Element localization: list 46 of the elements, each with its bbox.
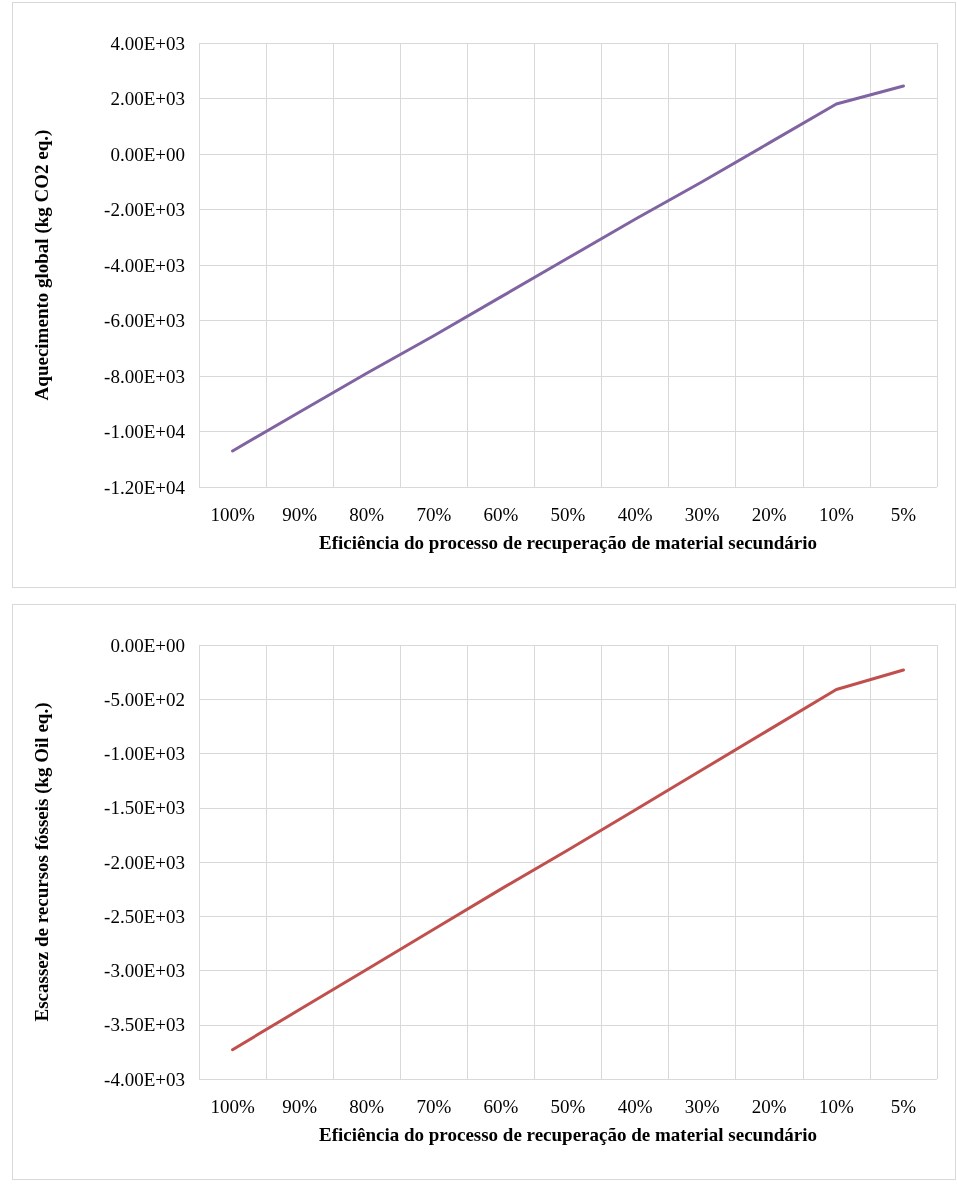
y-tick-label: -4.00E+03 [104, 254, 185, 276]
x-tick-label: 10% [818, 1096, 854, 1117]
y-tick-label: -2.00E+03 [104, 199, 185, 220]
line-series [231, 668, 905, 1052]
y-tick-label: 0.00E+00 [110, 143, 185, 165]
y-tick-label: 4.00E+03 [110, 32, 185, 54]
x-tick-label: 30% [684, 504, 720, 525]
x-tick-label: 100% [210, 1096, 255, 1117]
y-axis-title: Escassez de recursos fósseis (kg Oil eq.) [31, 702, 53, 1022]
y-tick-label: -1.50E+03 [104, 797, 185, 819]
x-tick-label: 90% [282, 1096, 318, 1117]
y-tick-label: 2.00E+03 [110, 88, 185, 109]
x-tick-label: 40% [617, 504, 653, 525]
y-tick-label: -5.00E+02 [104, 688, 185, 710]
x-tick-label: 100% [210, 504, 255, 525]
y-tick-label: -4.00E+03 [104, 1068, 185, 1090]
x-tick-label: 90% [282, 504, 318, 525]
y-tick-label: -2.50E+03 [104, 905, 185, 927]
y-tick-label: -1.00E+03 [104, 743, 185, 764]
y-tick-label: -3.50E+03 [104, 1014, 185, 1036]
x-tick-label: 5% [890, 504, 917, 525]
y-tick-label: -3.00E+03 [104, 960, 185, 981]
x-tick-label: 50% [550, 1096, 586, 1117]
y-tick-label: -2.00E+03 [104, 851, 185, 873]
y-tick-label: -1.00E+04 [104, 421, 186, 442]
x-tick-label: 70% [416, 1096, 452, 1117]
x-axis-title: Eficiência do processo de recuperação de material secundário [319, 1124, 817, 1145]
y-tick-label: -1.20E+04 [104, 476, 186, 498]
x-tick-label: 40% [617, 1096, 653, 1117]
x-tick-label: 20% [751, 504, 787, 525]
x-tick-label: 60% [483, 1096, 519, 1117]
x-tick-label: 80% [349, 1096, 385, 1117]
y-tick-label: 0.00E+00 [110, 634, 185, 656]
x-tick-label: 70% [416, 504, 452, 525]
x-tick-label: 10% [818, 504, 854, 525]
x-tick-label: 30% [684, 1096, 720, 1117]
y-tick-label: -8.00E+03 [104, 365, 185, 387]
x-tick-label: 80% [349, 504, 385, 525]
y-tick-label: -6.00E+03 [104, 310, 185, 331]
line-series [231, 84, 905, 453]
x-tick-label: 20% [751, 1096, 787, 1117]
x-axis-title: Eficiência do processo de recuperação de material secundário [319, 532, 817, 553]
x-tick-label: 5% [890, 1096, 917, 1117]
y-axis-title: Aquecimento global (kg CO2 eq.) [31, 129, 53, 401]
x-tick-label: 50% [550, 504, 586, 525]
x-tick-label: 60% [483, 504, 519, 525]
